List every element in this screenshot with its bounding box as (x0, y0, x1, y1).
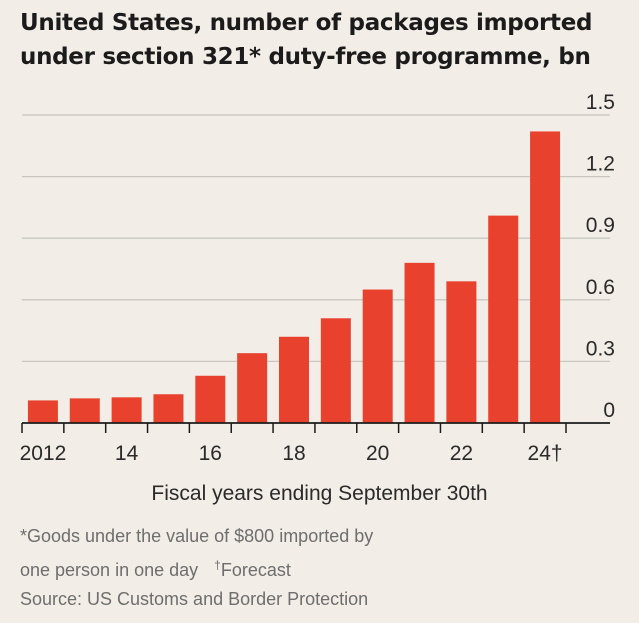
bar-2021 (404, 262, 435, 423)
bar-2017 (237, 353, 268, 423)
chart-title-line-1: United States, number of packages import… (20, 10, 593, 36)
bar-2023 (488, 215, 519, 423)
bar-2015 (153, 394, 184, 423)
x-axis-label: Fiscal years ending September 30th (151, 482, 488, 505)
y-tick-label: 0.9 (586, 214, 615, 237)
y-tick-label: 0.3 (586, 337, 615, 360)
source-note: Source: US Customs and Border Protection (20, 589, 369, 609)
bar-2013 (69, 398, 100, 423)
footnote-line-2: one person in one day †Forecast (20, 551, 620, 585)
bar-2019 (320, 318, 351, 423)
bar-2022 (446, 281, 477, 423)
x-tick-label: 22 (450, 442, 473, 465)
x-tick-label: 20 (366, 442, 389, 465)
y-tick-label: 0 (603, 399, 615, 422)
bar-2018 (279, 336, 309, 423)
bar-chart: 0 0.3 0.6 0.9 1.2 1.5 2012 14 16 18 20 22 24† (20, 91, 615, 465)
dagger-mark: † (214, 558, 221, 572)
chart-title: United States, number of packages import… (20, 6, 620, 74)
chart-notes: *Goods under the value of $800 imported … (20, 522, 620, 614)
y-tick-label: 1.2 (586, 153, 615, 176)
x-tick-label: 14 (115, 442, 139, 465)
footnote-line-1: *Goods under the value of $800 imported … (20, 526, 374, 546)
y-tick-label: 1.5 (586, 91, 615, 114)
x-tick-label: 16 (199, 442, 222, 465)
bar-2020 (362, 289, 393, 423)
x-tick-label: 2012 (20, 442, 67, 465)
footnote-line-2-text: one person in one day (20, 560, 199, 580)
y-tick-label: 0.6 (586, 276, 615, 299)
bar-2012 (27, 400, 58, 423)
forecast-note: Forecast (220, 560, 291, 580)
chart-title-line-2: under section 321* duty-free programme, … (20, 44, 591, 70)
x-tick-label: 18 (282, 442, 305, 465)
bar-2024 (530, 131, 561, 423)
bar-2016 (195, 375, 226, 423)
bar-2014 (111, 397, 142, 423)
x-tick-label: 24† (528, 442, 563, 465)
